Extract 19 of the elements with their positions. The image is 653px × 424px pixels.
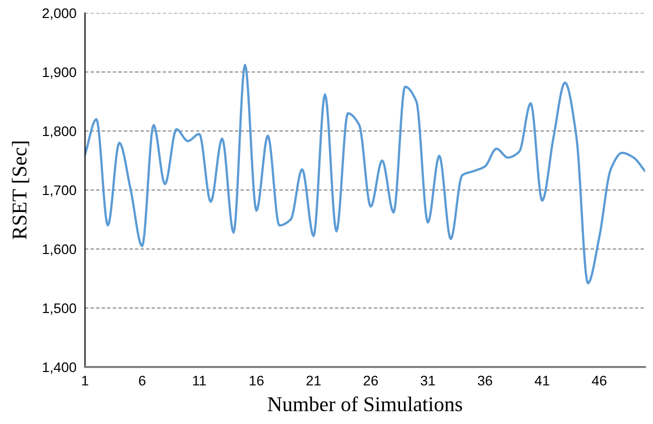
y-tick-label: 1,600 (42, 244, 76, 256)
x-tick-label: 11 (193, 376, 206, 386)
x-tick-label: 36 (478, 376, 492, 386)
y-tick-label: 1,500 (42, 303, 76, 315)
x-tick-label: 46 (592, 376, 606, 386)
y-tick-label: 1,700 (42, 185, 76, 197)
x-tick-label: 31 (420, 376, 435, 386)
x-tick-label: 1 (82, 376, 88, 386)
y-tick-label: 1,800 (42, 126, 76, 138)
y-tick-label: 1,900 (42, 67, 76, 79)
x-tick-label: 41 (534, 376, 550, 386)
y-axis-title: RSET [Sec] (12, 142, 30, 240)
x-axis-title: Number of Simulations (268, 396, 462, 412)
x-tick-label: 21 (306, 376, 321, 386)
x-tick-label: 16 (250, 376, 264, 386)
y-tick-label: 2,000 (42, 8, 76, 20)
x-tick-label: 6 (138, 376, 146, 386)
y-tick-label: 1,400 (42, 362, 76, 374)
x-tick-label: 26 (364, 376, 378, 386)
